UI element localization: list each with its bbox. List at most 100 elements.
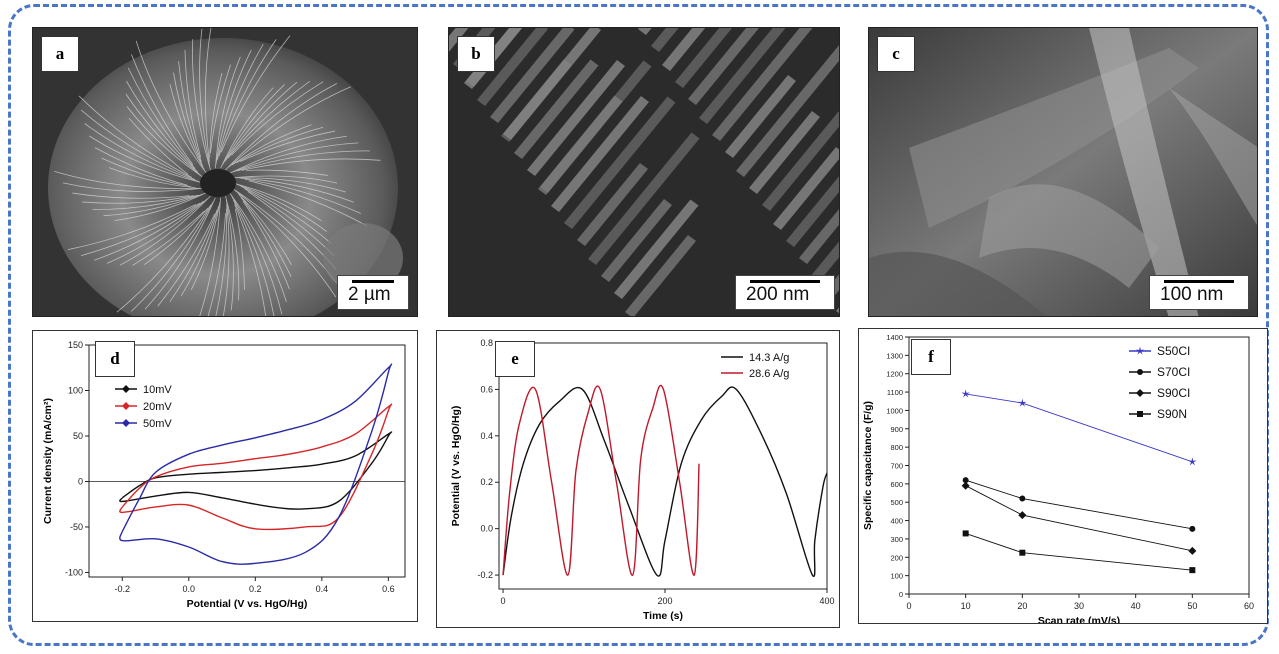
data-point [122,385,130,393]
x-axis-label: Potential (V vs. HgO/Hg) [187,598,308,610]
series-line [502,386,828,578]
y-tick-label: 0.4 [480,431,493,441]
y-tick-label: -0.2 [477,570,493,580]
y-axis-label: Current density (mA/cm²) [42,398,54,524]
x-tick-label: 0.2 [249,584,262,594]
x-axis-label: Time (s) [643,610,683,622]
plot-area [88,344,406,578]
chart-panel-d: -0.2 0.0 0.2 0.4 0.6 -100 -50 0 50 100 150 Potentia… [32,330,418,622]
panel-letter-f: f [911,339,951,375]
y-tick-label: -50 [70,522,83,532]
series-line [119,431,393,510]
y-tick-label: 1100 [887,388,903,397]
y-tick-label: 50 [73,431,83,441]
y-tick-label: 700 [890,462,903,471]
x-tick-label: 0.4 [316,584,329,594]
data-point [1189,567,1196,574]
panel-letter-c: c [877,36,915,72]
y-tick-label: 0.2 [480,477,493,487]
x-tick-label: 0.6 [382,584,395,594]
series-line [119,363,393,565]
data-point [1137,369,1143,375]
legend-label: 50mV [143,418,172,430]
legend-label: 10mV [143,384,172,396]
data-point [122,419,130,427]
scale-label-b: 200 nm [746,284,810,305]
data-point [122,402,130,410]
gcd-chart: 0 200 400 -0.2 0.0 0.2 0.4 0.6 0.8 Time (s) Potent… [450,338,835,622]
y-tick-label: 500 [890,498,903,507]
y-axis-label: Specific capacitance (F/g) [862,401,874,530]
y-tick-label: 1300 [886,351,903,360]
scale-label-a: 2 µm [348,284,391,305]
panel-letter-d: d [95,341,135,377]
x-tick-label: 0 [906,601,911,611]
plot-area [908,336,1250,595]
series-line [965,532,1193,571]
y-tick-label: 900 [890,425,903,434]
data-point [1018,398,1027,407]
x-tick-label: 0.0 [183,584,196,594]
x-tick-label: 60 [1244,601,1254,611]
y-tick-label: 200 [890,553,903,562]
data-point [1188,546,1197,555]
legend-label: 28.6 A/g [749,368,789,380]
sem-image-c: c 100 nm [868,27,1258,317]
panel-letter-b: b [457,36,495,72]
legend-label: 20mV [143,401,172,413]
scale-bar-c: 100 nm [1149,275,1249,310]
sem-nanorod-texture [449,28,839,316]
data-point [961,481,970,490]
panel-letter-e: e [495,341,535,377]
x-tick-label: 10 [961,601,971,611]
series-line [965,393,1193,463]
dashed-frame [8,4,1269,646]
y-tick-label: 1400 [886,333,903,342]
y-tick-label: 1000 [886,406,903,415]
y-tick-label: 100 [890,572,903,581]
data-point [1135,346,1145,355]
x-tick-label: -0.2 [115,584,131,594]
sem-image-a: a 2 µm [32,27,418,317]
data-point [1019,495,1026,502]
data-point [1018,511,1027,520]
y-tick-label: 0 [78,476,83,486]
chart-panel-f: 0 10 20 30 40 50 60 0 100 200 300 400 500 600 700 800 90… [858,328,1268,627]
x-tick-label: 50 [1187,601,1197,611]
y-tick-label: 800 [890,443,903,452]
x-tick-label: 200 [658,596,673,606]
sem-flower-texture [33,28,417,316]
data-point [1189,525,1196,532]
plot-area [498,342,828,590]
legend-label: S70CI [1157,365,1190,379]
y-tick-label: 0 [899,590,903,599]
legend-label: S50CI [1157,344,1190,358]
x-tick-label: 20 [1017,601,1027,611]
series-line [965,479,1193,530]
x-tick-label: 400 [819,596,834,606]
series-line [119,403,393,531]
y-tick-label: 300 [890,535,903,544]
y-tick-label: 0.0 [480,524,493,534]
sem-image-b: b 200 nm [448,27,840,317]
data-point [1136,389,1144,397]
data-point [1188,457,1197,466]
y-tick-label: 100 [68,385,83,395]
series-line [965,485,1193,552]
sem-sheet-texture [869,28,1257,316]
scale-bar-a: 2 µm [337,275,409,310]
y-tick-label: 400 [890,517,903,526]
x-tick-label: 40 [1131,601,1141,611]
legend-label: S90N [1157,407,1187,421]
cv-chart: -0.2 0.0 0.2 0.4 0.6 -100 -50 0 50 100 150 Potentia… [42,340,406,610]
y-tick-label: 0.8 [480,338,493,348]
chart-panel-e: 0 200 400 -0.2 0.0 0.2 0.4 0.6 0.8 Time (s) Potent… [436,330,840,628]
x-tick-label: 30 [1074,601,1084,611]
series-line [502,384,700,576]
data-point [961,389,970,398]
scale-label-c: 100 nm [1160,284,1224,305]
y-tick-label: 1200 [886,370,903,379]
legend-label: 14.3 A/g [749,352,789,364]
data-point [1137,411,1143,417]
legend-label: S90CI [1157,386,1190,400]
